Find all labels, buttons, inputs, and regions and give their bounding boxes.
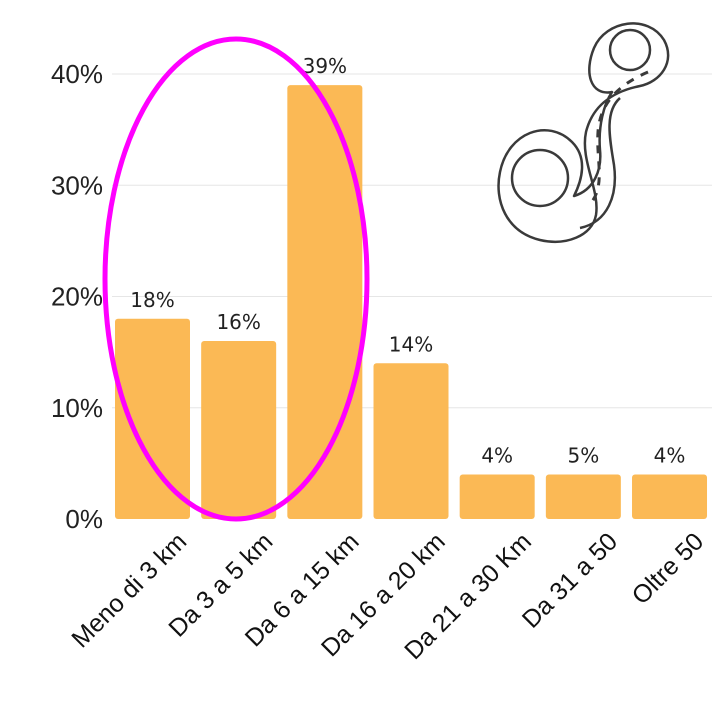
bar: [460, 475, 535, 520]
bars: [115, 85, 707, 519]
bar: [201, 341, 276, 519]
data-label: 14%: [389, 332, 433, 356]
x-tick-label: Oltre 50: [627, 527, 710, 610]
y-tick-label: 10%: [51, 393, 103, 423]
y-tick-label: 0%: [65, 504, 103, 534]
data-label: 5%: [567, 444, 599, 468]
bar: [632, 475, 707, 520]
data-label: 18%: [130, 288, 174, 312]
winding-road-map-pin-icon: [499, 23, 669, 241]
data-label: 16%: [216, 310, 260, 334]
y-axis-ticks: 0% 10% 20% 30% 40%: [51, 59, 103, 534]
data-label: 4%: [481, 444, 513, 468]
y-tick-label: 20%: [51, 282, 103, 312]
x-tick-label: Meno di 3 km: [66, 527, 192, 653]
y-tick-label: 40%: [51, 59, 103, 89]
data-label: 39%: [303, 54, 347, 78]
y-tick-label: 30%: [51, 170, 103, 200]
bar: [374, 363, 449, 519]
data-label: 4%: [654, 444, 686, 468]
bar: [115, 319, 190, 519]
bar: [546, 475, 621, 520]
